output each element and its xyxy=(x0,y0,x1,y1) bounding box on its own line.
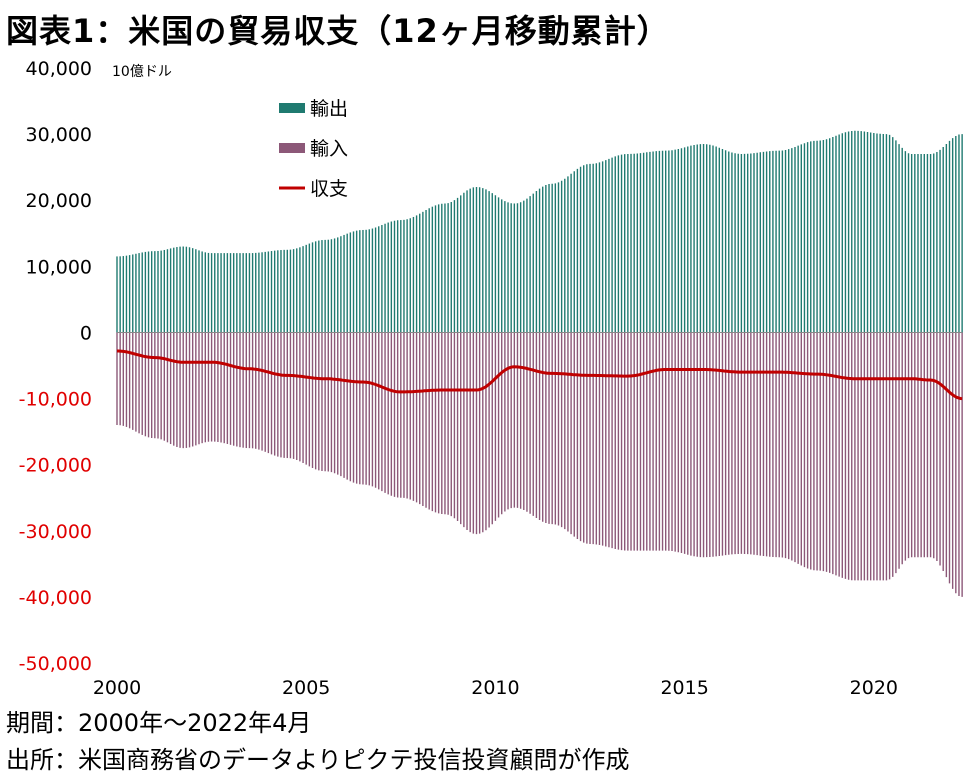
source-note: 出所：米国商務省のデータよりピクテ投信投資顧問が作成 xyxy=(6,746,630,774)
x-tick-label: 2005 xyxy=(282,677,330,699)
x-tick-label: 2020 xyxy=(850,677,898,699)
y-tick-label: -30,000 xyxy=(19,521,92,543)
y-tick-label: 30,000 xyxy=(26,124,92,146)
y-tick-label: 20,000 xyxy=(26,190,92,212)
y-tick-label: -50,000 xyxy=(19,653,92,675)
legend-label: 輸入 xyxy=(310,138,348,160)
y-tick-label: -10,000 xyxy=(19,389,92,411)
period-note: 期間：2000年～2022年4月 xyxy=(6,709,312,737)
chart-title: 図表1：米国の貿易収支（12ヶ月移動累計） xyxy=(6,12,670,50)
y-axis: 40,000 30,000 20,000 10,000 0 -10,000 -20,000 -… xyxy=(19,58,92,675)
y-tick-label: 0 xyxy=(80,322,92,344)
x-tick-label: 2000 xyxy=(93,677,141,699)
legend-swatch xyxy=(279,143,305,153)
legend-label: 収支 xyxy=(310,178,348,200)
y-tick-label: 40,000 xyxy=(26,58,92,80)
y-tick-label: 10,000 xyxy=(26,256,92,278)
x-tick-label: 2015 xyxy=(660,677,708,699)
unit-label: 10億ドル xyxy=(112,64,172,80)
legend-label: 輸出 xyxy=(310,98,348,120)
legend-swatch xyxy=(279,103,305,113)
y-tick-label: -40,000 xyxy=(19,587,92,609)
exports-bars xyxy=(116,130,963,333)
legend-item: 輸出 xyxy=(279,98,348,120)
x-tick-label: 2010 xyxy=(471,677,519,699)
balance-line xyxy=(117,349,963,401)
legend-item: 輸入 xyxy=(279,138,348,160)
x-axis: 2000 2005 2010 2015 2020 xyxy=(93,677,898,699)
legend-item: 収支 xyxy=(279,178,348,200)
y-tick-label: -20,000 xyxy=(19,455,92,477)
